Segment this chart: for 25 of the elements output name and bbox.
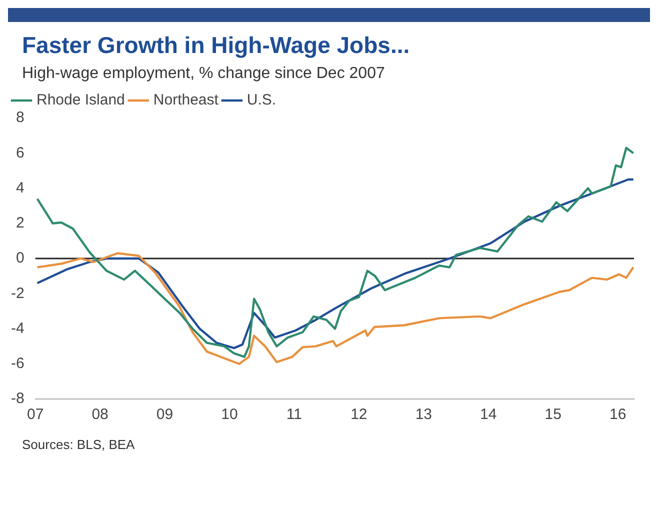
y-tick-label: -2 [10, 284, 24, 302]
x-tick-label: 08 [92, 406, 108, 424]
x-tick-label: 07 [26, 406, 44, 424]
y-tick-label: 6 [16, 144, 24, 162]
x-tick-label: 15 [544, 406, 562, 424]
x-tick-label: 16 [609, 406, 626, 424]
y-tick-label: 4 [16, 179, 24, 196]
x-tick-label: 10 [221, 406, 238, 424]
y-tick-label: -6 [10, 355, 24, 372]
x-tick-label: 09 [156, 406, 174, 424]
y-tick-label: 2 [16, 214, 24, 232]
x-tick-label: 12 [350, 406, 368, 424]
chart-subtitle: High-wage employment, % change since Dec 2007 [22, 65, 386, 83]
y-tick-label: 8 [16, 109, 24, 126]
legend-label: U.S. [246, 92, 276, 109]
chart-title: Faster Growth in High-Wage Jobs... [22, 32, 411, 59]
legend-label: Northeast [153, 92, 220, 109]
y-tick-label: -8 [10, 390, 24, 408]
source-note: Sources: BLS, BEA [22, 437, 136, 452]
x-tick-label: 14 [480, 406, 497, 424]
y-tick-label: -4 [10, 320, 24, 337]
legend-label: Rhode Island [36, 92, 125, 109]
x-tick-label: 11 [286, 406, 302, 424]
x-tick-label: 13 [415, 406, 432, 424]
y-tick-label: 0 [16, 250, 24, 267]
